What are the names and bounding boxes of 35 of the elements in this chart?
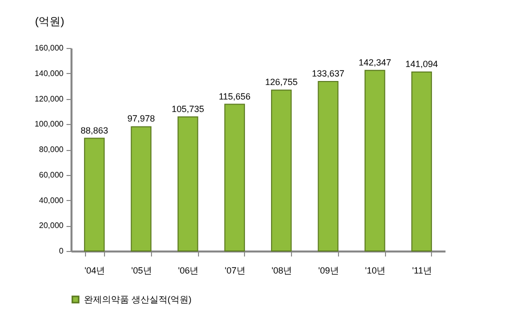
bar — [224, 104, 245, 252]
bar — [411, 71, 432, 252]
y-tick-label: 160,000 — [34, 44, 64, 52]
y-tick-label: 100,000 — [34, 120, 64, 129]
x-tick-label: '10년 — [365, 266, 386, 276]
y-tick-label: 80,000 — [39, 145, 64, 154]
bar — [271, 90, 292, 252]
bar — [84, 138, 105, 252]
y-tick-label: 40,000 — [39, 196, 64, 205]
x-tick-label: '06년 — [178, 266, 199, 276]
data-label: 115,656 — [218, 91, 251, 102]
x-tick-label: '05년 — [131, 266, 152, 276]
y-axis-title: (억원) — [35, 16, 64, 28]
bar — [318, 80, 338, 252]
data-label: 97,978 — [127, 114, 155, 124]
data-label: 141,094 — [405, 58, 438, 69]
x-tick-label: '07년 — [224, 266, 246, 276]
legend-label: 완제의약품 생산실적(억원) — [84, 294, 192, 304]
y-tick-label: 120,000 — [34, 94, 64, 104]
y-tick-label: 20,000 — [39, 221, 64, 230]
data-label: 142,347 — [358, 57, 392, 68]
bar — [130, 126, 152, 252]
data-label: 133,637 — [312, 68, 344, 78]
y-tick-label: 0 — [59, 246, 64, 256]
data-label: 126,755 — [265, 77, 298, 88]
bar — [364, 70, 386, 252]
data-label: 88,863 — [80, 125, 108, 136]
y-tick-label: 140,000 — [34, 68, 64, 78]
x-tick-label: '09년 — [318, 266, 339, 276]
x-tick-label: '11년 — [412, 266, 432, 276]
data-label: 105,735 — [172, 104, 204, 114]
y-tick-label: 60,000 — [39, 170, 64, 180]
x-tick-label: '08년 — [272, 266, 292, 276]
x-tick-label: '04년 — [84, 266, 106, 276]
bar — [178, 116, 198, 252]
